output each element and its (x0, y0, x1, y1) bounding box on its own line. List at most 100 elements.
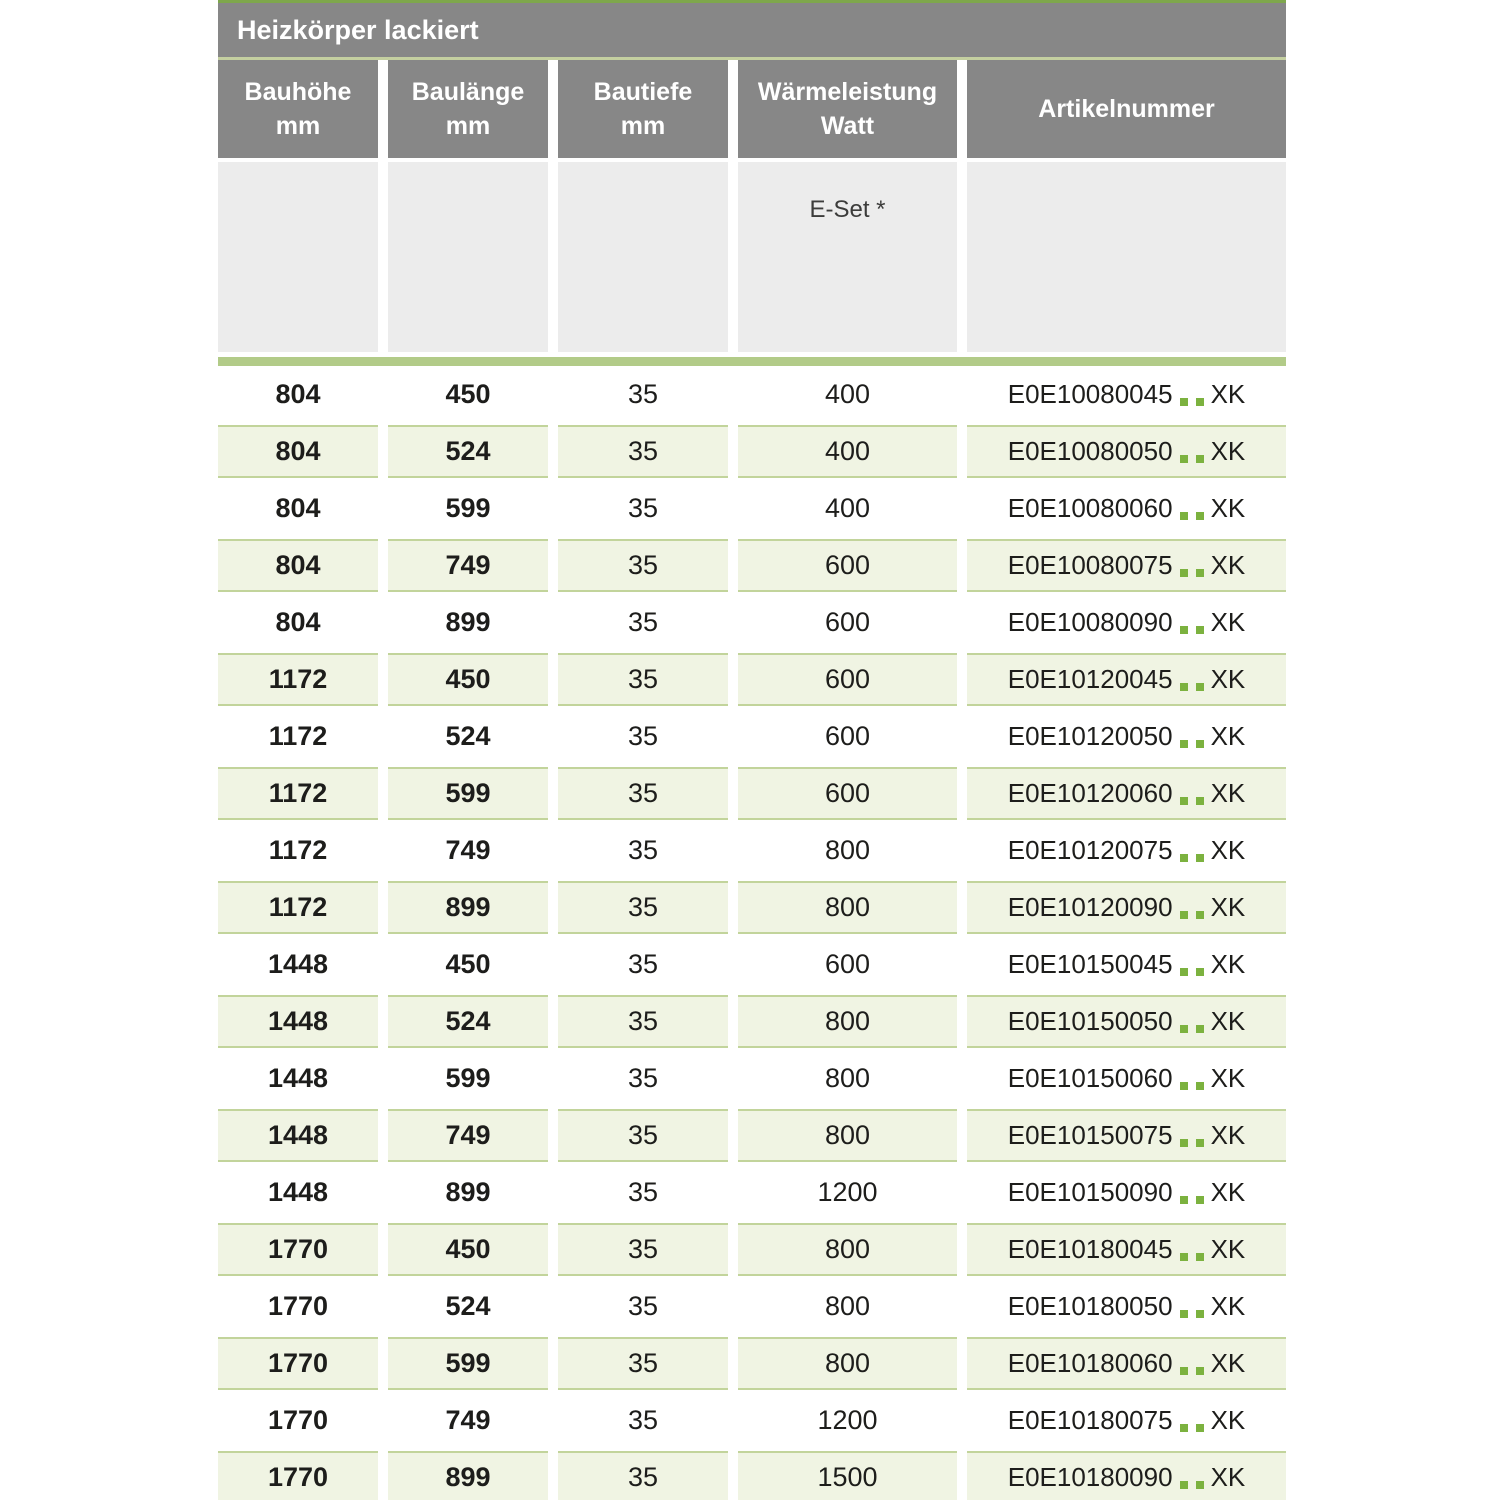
top-accent-line (218, 0, 1286, 3)
article-number-prefix: E0E10180090 (1007, 1462, 1173, 1492)
table-row: 804 749 35 600 E0E10080075 XK (218, 537, 1286, 594)
cell-baulaenge: 749 (388, 539, 548, 592)
cell-artikelnummer: E0E10120075 XK (967, 822, 1286, 879)
placeholder-dot (1195, 1366, 1204, 1375)
cell-artikelnummer: E0E10120050 XK (967, 708, 1286, 765)
article-number-suffix: XK (1210, 1120, 1246, 1150)
header-label-line: Baulänge (411, 78, 525, 106)
table-row: 1770 599 35 800 E0E10180060 XK (218, 1335, 1286, 1392)
cell-artikelnummer: E0E10150050 XK (967, 995, 1286, 1048)
cell-waermeleistung: 1500 (738, 1451, 957, 1500)
article-number-suffix: XK (1210, 778, 1246, 808)
subheader-cell-waermeleistung: E-Set * (738, 162, 957, 352)
cell-bauhoehe: 1448 (267, 949, 329, 979)
placeholder-dot (1179, 568, 1188, 577)
placeholder-dot (1179, 397, 1188, 406)
cell-bauhoehe: 1172 (218, 881, 378, 934)
placeholder-dot (1195, 1024, 1204, 1033)
column-header-waermeleistung: Wärmeleistung Watt (738, 60, 957, 158)
article-number-suffix: XK (1210, 664, 1246, 694)
cell-bauhoehe: 1448 (218, 995, 378, 1048)
placeholder-dot (1179, 511, 1188, 520)
table-row: 1448 749 35 800 E0E10150075 XK (218, 1107, 1286, 1164)
cell-artikelnummer: E0E10180090 XK (967, 1451, 1286, 1500)
cell-bautiefe: 35 (558, 1451, 728, 1500)
placeholder-dot (1179, 853, 1188, 862)
placeholder-dot (1179, 967, 1188, 976)
article-number-prefix: E0E10080060 (1007, 493, 1173, 523)
cell-bauhoehe: 1172 (268, 835, 328, 865)
header-unit-line: mm (275, 112, 321, 140)
column-header-artikelnummer: Artikelnummer (967, 60, 1286, 158)
placeholder-dot (1195, 1309, 1204, 1318)
cell-bauhoehe: 804 (218, 425, 378, 478)
placeholder-dot (1179, 454, 1188, 463)
placeholder-dot (1195, 796, 1204, 805)
header-label-line: Bauhöhe (244, 78, 352, 106)
cell-bautiefe: 35 (627, 1291, 659, 1321)
cell-baulaenge: 450 (445, 949, 491, 979)
e-set-note: E-Set * (809, 196, 886, 223)
green-separator-line (218, 357, 1286, 366)
cell-bautiefe: 35 (558, 1223, 728, 1276)
subheader-cell-baulaenge (388, 162, 548, 352)
cell-waermeleistung: 400 (738, 425, 957, 478)
column-header-baulaenge: Baulänge mm (388, 60, 548, 158)
cell-bautiefe: 35 (627, 607, 659, 637)
placeholder-dot (1179, 739, 1188, 748)
article-number-suffix: XK (1210, 1405, 1246, 1435)
table-row: 804 524 35 400 E0E10080050 XK (218, 423, 1286, 480)
cell-bauhoehe: 1172 (218, 767, 378, 820)
placeholder-dot (1195, 1081, 1204, 1090)
cell-waermeleistung: 600 (738, 539, 957, 592)
article-number-suffix: XK (1210, 493, 1246, 523)
cell-baulaenge: 599 (445, 493, 491, 523)
cell-waermeleistung: 1200 (817, 1177, 878, 1207)
cell-bauhoehe: 804 (218, 539, 378, 592)
cell-bauhoehe: 804 (275, 607, 321, 637)
cell-artikelnummer: E0E10080045 XK (967, 366, 1286, 423)
cell-artikelnummer: E0E10180075 XK (967, 1392, 1286, 1449)
cell-bautiefe: 35 (558, 653, 728, 706)
article-number-suffix: XK (1210, 1006, 1246, 1036)
cell-waermeleistung: 800 (738, 1223, 957, 1276)
table-row: 1770 524 35 800 E0E10180050 XK (218, 1278, 1286, 1335)
table-row: 1770 899 35 1500 E0E10180090 XK (218, 1449, 1286, 1500)
cell-bautiefe: 35 (558, 995, 728, 1048)
cell-waermeleistung: 600 (824, 607, 871, 637)
cell-baulaenge: 599 (388, 767, 548, 820)
article-number-prefix: E0E10150050 (1007, 1006, 1173, 1036)
placeholder-dot (1195, 1423, 1204, 1432)
table-row: 1172 450 35 600 E0E10120045 XK (218, 651, 1286, 708)
title-divider-line (218, 57, 1286, 60)
table-row: 1448 524 35 800 E0E10150050 XK (218, 993, 1286, 1050)
cell-bautiefe: 35 (627, 379, 659, 409)
cell-waermeleistung: 600 (738, 767, 957, 820)
cell-waermeleistung: 800 (824, 835, 871, 865)
cell-baulaenge: 899 (445, 1177, 491, 1207)
cell-baulaenge: 899 (388, 881, 548, 934)
placeholder-dot (1195, 1480, 1204, 1489)
header-row: Bauhöhe mm Baulänge mm Bautiefe mm Wärme… (218, 60, 1286, 158)
placeholder-dot (1195, 1252, 1204, 1261)
cell-bautiefe: 35 (627, 721, 659, 751)
placeholder-dot (1195, 568, 1204, 577)
article-number-suffix: XK (1210, 1063, 1246, 1093)
cell-artikelnummer: E0E10180050 XK (967, 1278, 1286, 1335)
article-number-prefix: E0E10180075 (1007, 1405, 1173, 1435)
article-number-prefix: E0E10150090 (1007, 1177, 1173, 1207)
cell-bautiefe: 35 (558, 1109, 728, 1162)
subheader-cell-bautiefe (558, 162, 728, 352)
header-label-line: Artikelnummer (1038, 95, 1215, 123)
cell-bauhoehe: 1172 (218, 653, 378, 706)
cell-artikelnummer: E0E10080060 XK (967, 480, 1286, 537)
placeholder-dot (1179, 1480, 1188, 1489)
placeholder-dot (1195, 397, 1204, 406)
placeholder-dot (1195, 682, 1204, 691)
column-header-bautiefe: Bautiefe mm (558, 60, 728, 158)
placeholder-dot (1179, 796, 1188, 805)
article-number-prefix: E0E10120075 (1007, 835, 1173, 865)
placeholder-dot (1179, 1423, 1188, 1432)
cell-waermeleistung: 800 (824, 1063, 871, 1093)
